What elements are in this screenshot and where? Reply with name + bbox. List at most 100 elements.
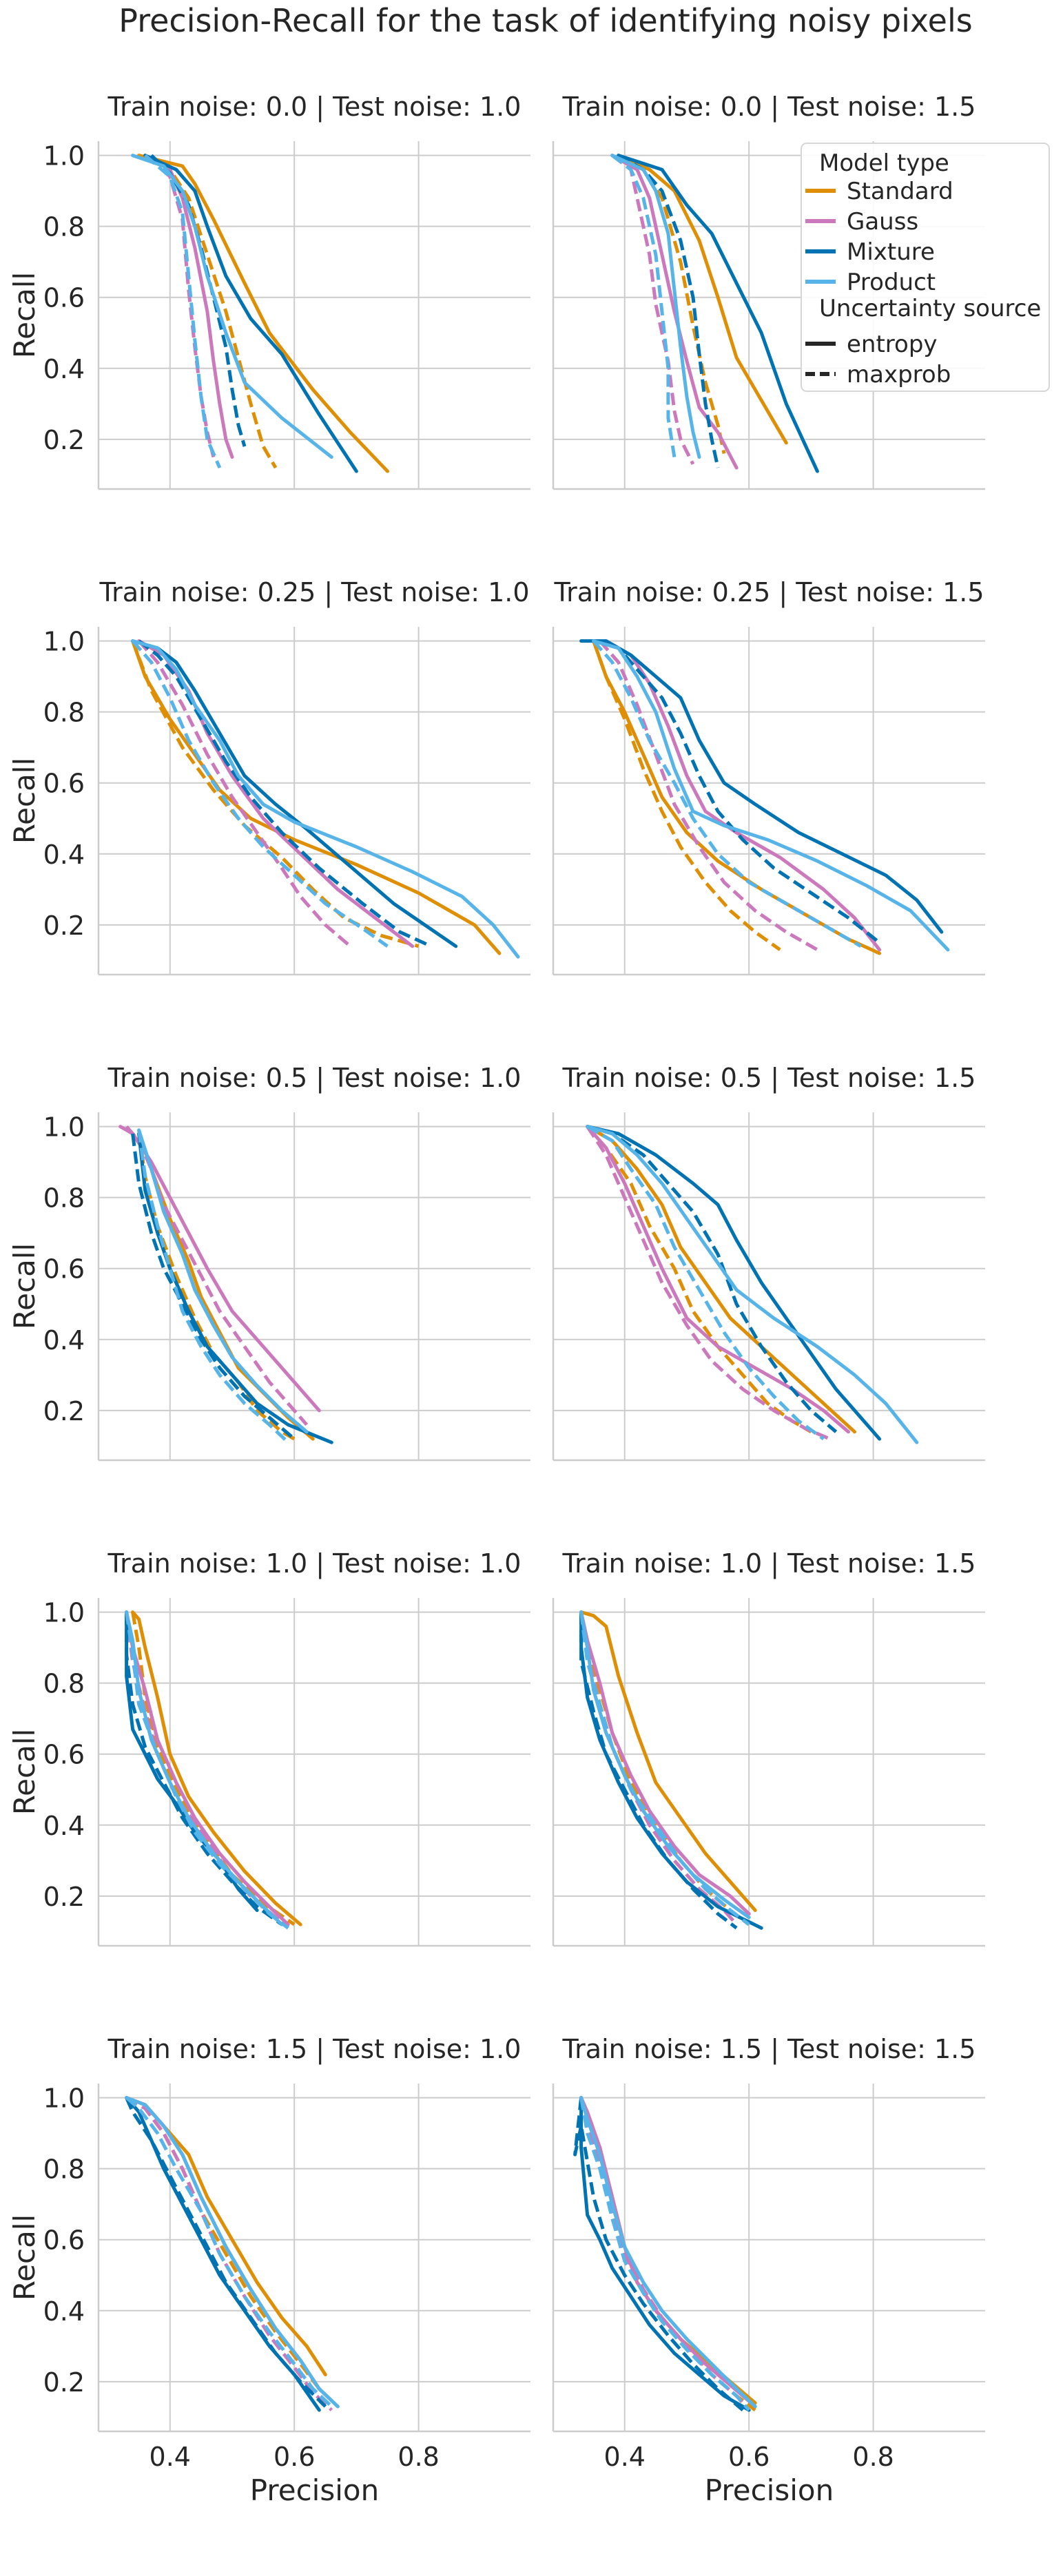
- panel-9-ytick-0.2: 0.2: [43, 2367, 85, 2398]
- panel-4-standard-entropy-line: [592, 639, 882, 955]
- panel-6-product-entropy-line: [586, 1125, 919, 1444]
- panel-2-mixture-maxprob-line: [617, 154, 720, 468]
- panel-1-standard-entropy-line: [137, 154, 389, 473]
- legend-label-standard: Standard: [847, 178, 953, 205]
- panel-4-product-maxprob-line: [592, 639, 862, 948]
- panel-10-title: Train noise: 1.5 | Test noise: 1.5: [562, 2034, 976, 2065]
- panel-8-mixture-maxprob-line: [579, 1612, 738, 1930]
- panel-9-title: Train noise: 1.5 | Test noise: 1.0: [107, 2034, 522, 2065]
- panel-1-mixture-entropy-line: [143, 154, 358, 473]
- panel-2-standard-maxprob-line: [617, 154, 726, 455]
- panel-2-standard-entropy-line: [617, 154, 788, 445]
- panel-8-standard-entropy-line: [579, 1610, 757, 1912]
- panel-2-product-entropy-line: [610, 154, 701, 459]
- panel-7: Train noise: 1.0 | Test noise: 1.0 0.2 0.4…: [8, 1548, 530, 1947]
- panel-2-title: Train noise: 0.0 | Test noise: 1.5: [562, 92, 976, 123]
- panel-5-ytick-0.6: 0.6: [43, 1254, 85, 1285]
- panel-1-ytick-0.6: 0.6: [43, 283, 85, 313]
- panel-7-ylabel: Recall: [8, 1729, 41, 1815]
- legend-label-entropy: entropy: [847, 331, 938, 358]
- panel-9-ytick-0.6: 0.6: [43, 2225, 85, 2256]
- panel-1-standard-maxprob-line: [144, 154, 278, 469]
- panel-4-title: Train noise: 0.25 | Test noise: 1.5: [553, 577, 984, 608]
- panel-1-product-entropy-line: [131, 154, 333, 459]
- panel-3-ytick-0.2: 0.2: [43, 911, 85, 941]
- panel-8-gauss-entropy-line: [579, 1610, 751, 1916]
- panel-7-title: Train noise: 1.0 | Test noise: 1.0: [107, 1548, 522, 1579]
- panel-6-gauss-maxprob-line: [586, 1125, 831, 1441]
- panel-7-ytick-0.8: 0.8: [43, 1669, 85, 1699]
- panel-1-product-maxprob-line: [144, 154, 222, 469]
- panel-6-mixture-maxprob-line: [586, 1125, 838, 1433]
- legend-frame: [801, 143, 1050, 392]
- panel-5-ytick-1.0: 1.0: [43, 1112, 85, 1143]
- panel-8: Train noise: 1.0 | Test noise: 1.5: [552, 1548, 985, 1947]
- panel-3-ytick-0.4: 0.4: [43, 840, 85, 870]
- legend-label-product: Product: [847, 269, 936, 296]
- panel-7-ytick-0.2: 0.2: [43, 1882, 85, 1912]
- panel-1-ytick-0.2: 0.2: [43, 425, 85, 455]
- panel-2-mixture-entropy-line: [617, 154, 819, 473]
- panel-3-ylabel: Recall: [8, 758, 41, 844]
- panel-grid: Train noise: 0.0 | Test noise: 1.0 0.2 0.4…: [8, 92, 985, 2507]
- panel-9-xlabel: Precision: [250, 2473, 379, 2507]
- panel-10-product-entropy-line: [579, 2096, 757, 2409]
- panel-2-gauss-entropy-line: [610, 154, 739, 470]
- panel-4-mixture-entropy-line: [579, 639, 944, 934]
- panel-3-ytick-0.6: 0.6: [43, 769, 85, 799]
- panel-6-mixture-entropy-line: [586, 1125, 882, 1441]
- panel-6-gauss-entropy-line: [586, 1125, 850, 1434]
- panel-4-standard-maxprob-line: [592, 640, 781, 951]
- panel-9-xtick-0.4: 0.4: [149, 2442, 191, 2472]
- panel-5-product-entropy-line: [137, 1128, 309, 1434]
- panel-2-product-maxprob-line: [611, 154, 677, 457]
- panel-10-xtick-0.8: 0.8: [852, 2442, 894, 2472]
- panel-9-xtick-0.6: 0.6: [274, 2442, 315, 2472]
- panel-9-product-maxprob-line: [125, 2096, 333, 2408]
- figure-title: Precision-Recall for the task of identif…: [118, 2, 972, 39]
- panel-9-product-entropy-line: [125, 2096, 340, 2409]
- panel-7-product-maxprob-line: [125, 1612, 289, 1930]
- panel-1-ylabel: Recall: [8, 272, 41, 358]
- panel-3-ytick-0.8: 0.8: [43, 698, 85, 728]
- panel-5-mixture-entropy-line: [137, 1132, 333, 1444]
- panel-6-standard-entropy-line: [586, 1125, 856, 1434]
- panel-1-ytick-0.8: 0.8: [43, 212, 85, 242]
- panel-7-ytick-0.4: 0.4: [43, 1811, 85, 1841]
- panel-5-product-maxprob-line: [137, 1130, 289, 1444]
- panel-7-ytick-1.0: 1.0: [43, 1598, 85, 1628]
- panel-5-title: Train noise: 0.5 | Test noise: 1.0: [107, 1063, 522, 1094]
- legend-label-maxprob: maxprob: [847, 361, 951, 388]
- panel-10-mixture-maxprob-line: [573, 2097, 744, 2411]
- panel-9-ytick-0.4: 0.4: [43, 2296, 85, 2327]
- panel-3-mixture-entropy-line: [131, 639, 458, 948]
- panel-7-mixture-maxprob-line: [125, 1612, 283, 1926]
- panel-1: Train noise: 0.0 | Test noise: 1.0 0.2 0.4…: [8, 92, 530, 490]
- legend-title-model: Model type: [819, 149, 949, 177]
- panel-9: Train noise: 1.5 | Test noise: 1.0 0.2 0.4…: [8, 2034, 530, 2507]
- panel-2-gauss-maxprob-line: [611, 154, 695, 466]
- panel-7-standard-maxprob-line: [131, 1612, 296, 1926]
- panel-6-title: Train noise: 0.5 | Test noise: 1.5: [562, 1063, 976, 1094]
- panel-9-ytick-0.8: 0.8: [43, 2154, 85, 2185]
- panel-7-gauss-entropy-line: [125, 1610, 290, 1926]
- panel-10-product-maxprob-line: [579, 2097, 751, 2411]
- panel-3-mixture-maxprob-line: [138, 639, 432, 948]
- panel-9-mixture-entropy-line: [125, 2096, 321, 2412]
- panel-3-product-entropy-line: [131, 639, 520, 959]
- panel-9-ylabel: Recall: [8, 2214, 41, 2300]
- panel-5-ylabel: Recall: [8, 1243, 41, 1329]
- panel-3-ytick-1.0: 1.0: [43, 627, 85, 657]
- panel-7-standard-entropy-line: [131, 1610, 302, 1926]
- panel-3-product-maxprob-line: [131, 639, 389, 948]
- panel-3-standard-entropy-line: [131, 639, 502, 955]
- panel-8-title: Train noise: 1.0 | Test noise: 1.5: [562, 1548, 976, 1579]
- panel-10-xtick-0.4: 0.4: [604, 2442, 646, 2472]
- panel-9-ytick-1.0: 1.0: [43, 2084, 85, 2114]
- panel-10-gauss-entropy-line: [579, 2096, 757, 2409]
- legend-title-source: Uncertainty source: [819, 295, 1041, 322]
- panel-6-standard-maxprob-line: [586, 1125, 812, 1433]
- panel-3: Train noise: 0.25 | Test noise: 1.0 0.2 0.…: [8, 577, 530, 976]
